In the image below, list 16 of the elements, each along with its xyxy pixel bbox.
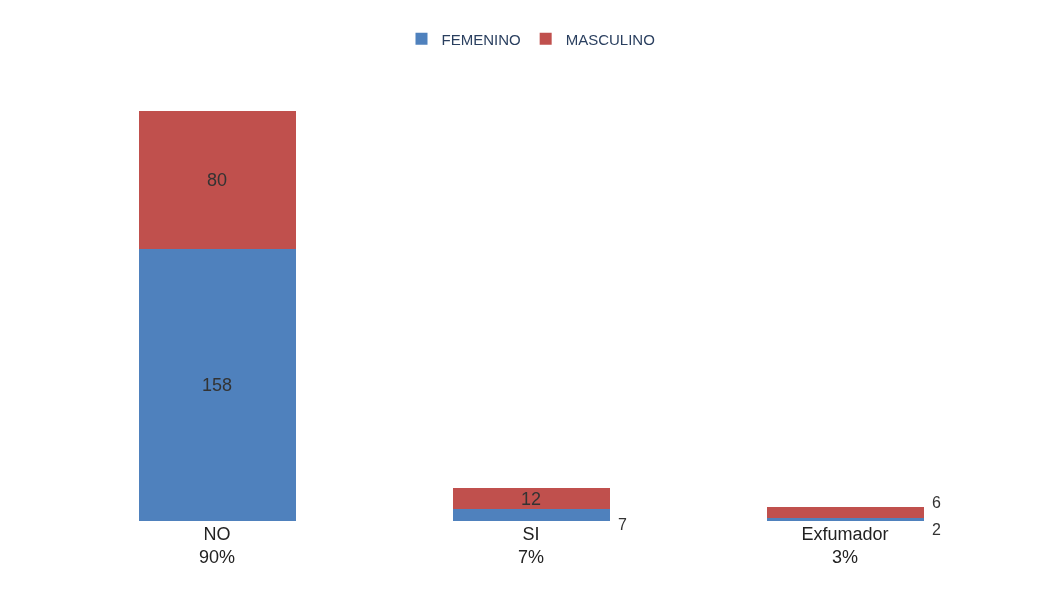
data-label: 7	[618, 516, 627, 533]
data-label: 2	[932, 521, 941, 538]
bar	[138, 110, 296, 249]
x-tick-label: SI 7%	[517, 524, 545, 568]
data-label: 12	[521, 489, 542, 509]
x-tick-label: NO 90%	[198, 524, 236, 568]
bar	[452, 488, 610, 509]
bar	[138, 248, 296, 521]
bar	[766, 507, 924, 518]
data-label: 80	[207, 170, 228, 190]
data-label: 6	[932, 494, 941, 511]
data-label: 158	[202, 375, 233, 395]
bar	[452, 508, 610, 521]
x-tick-label: Exfumador 3%	[801, 524, 889, 568]
legend-label: MASCULINO	[565, 30, 655, 48]
legend-label: FEMENINO	[441, 30, 521, 48]
